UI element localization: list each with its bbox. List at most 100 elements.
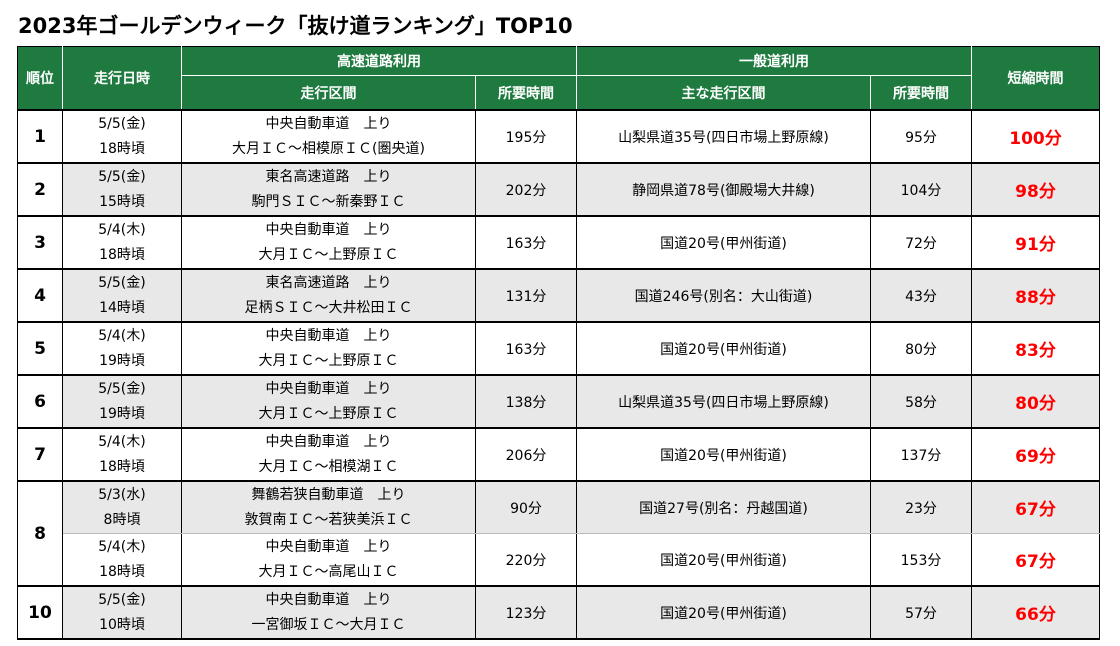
- datetime-line1: 5/5(金): [98, 115, 146, 132]
- datetime-line2: 10時頃: [99, 616, 145, 633]
- datetime-cell: 5/5(金) 18時頃: [62, 109, 182, 164]
- datetime-cell: 5/4(木) 18時頃: [62, 533, 182, 587]
- header-row-top: 順位 走行日時 高速道路利用 一般道利用 短縮時間: [17, 46, 1100, 111]
- general-time-cell: 104分: [870, 162, 972, 217]
- highway-section-line1: 東名高速道路 上り: [265, 168, 392, 185]
- rank-cell: 3: [17, 215, 63, 270]
- highway-time-cell: 163分: [475, 321, 577, 376]
- table-row: 5/4(木) 18時頃 中央自動車道 上り 大月ＩＣ～高尾山ＩＣ 220分 国道20号(甲…: [18, 533, 1100, 587]
- datetime-cell: 5/4(木) 19時頃: [62, 321, 182, 376]
- datetime-line1: 5/3(水): [98, 486, 146, 503]
- table-row: 10 5/5(金) 10時頃 中央自動車道 上り 一宮御坂ＩＣ～大月ＩＣ 123分 国道20…: [17, 585, 1100, 640]
- header-highway-time: 所要時間: [475, 75, 577, 111]
- rank-cell: 7: [17, 427, 63, 482]
- datetime-line1: 5/4(木): [98, 327, 146, 344]
- highway-section-line2: 大月ＩＣ～上野原ＩＣ: [258, 246, 399, 263]
- datetime-cell: 5/4(木) 18時頃: [62, 427, 182, 482]
- rank-cell: 2: [17, 162, 63, 217]
- header-rank: 順位: [17, 46, 63, 111]
- datetime-cell: 5/5(金) 19時頃: [62, 374, 182, 429]
- datetime-line2: 18時頃: [99, 140, 145, 157]
- datetime-line2: 14時頃: [99, 299, 145, 316]
- general-section-cell: 国道27号(別名：丹越国道): [576, 480, 871, 534]
- datetime-line1: 5/4(木): [98, 433, 146, 450]
- highway-section-line1: 中央自動車道 上り: [265, 433, 392, 450]
- highway-section-cell: 中央自動車道 上り 大月ＩＣ～高尾山ＩＣ: [181, 533, 476, 587]
- rank-cell: 1: [17, 109, 63, 164]
- highway-section-cell: 東名高速道路 上り足柄ＳＩＣ～大井松田ＩＣ: [181, 268, 476, 323]
- datetime-line1: 5/5(金): [98, 274, 146, 291]
- table-row: 4 5/5(金) 14時頃 東名高速道路 上り 足柄ＳＩＣ～大井松田ＩＣ 131分 国道24…: [17, 268, 1100, 323]
- general-time-cell: 23分: [870, 480, 972, 534]
- datetime-cell: 5/4(木) 18時頃: [62, 215, 182, 270]
- rank-cell: 8: [17, 480, 63, 587]
- highway-section-cell: 舞鶴若狭自動車道 上り 敦賀南ＩＣ～若狭美浜ＩＣ: [181, 480, 476, 534]
- highway-section-line2: 駒門ＳＩＣ～新秦野ＩＣ: [251, 193, 406, 210]
- saved-time-cell: 88分: [971, 268, 1100, 323]
- header-datetime: 走行日時: [62, 46, 182, 111]
- table-row: 2 5/5(金) 15時頃 東名高速道路 上り 駒門ＳＩＣ～新秦野ＩＣ 202分 静岡県道7…: [17, 162, 1100, 217]
- highway-section-line1: 中央自動車道 上り: [265, 380, 392, 397]
- highway-section-line2: 大月ＩＣ～上野原ＩＣ: [258, 352, 399, 369]
- general-time-cell: 43分: [870, 268, 972, 323]
- highway-section-line2: 足柄ＳＩＣ～大井松田ＩＣ: [244, 299, 413, 316]
- highway-section-cell: 中央自動車道 上り 大月ＩＣ～相模湖ＩＣ: [181, 427, 476, 482]
- highway-section-cell: 中央自動車道 上り 大月ＩＣ～上野原ＩＣ: [181, 215, 476, 270]
- highway-section-line1: 舞鶴若狭自動車道 上り: [251, 486, 406, 503]
- header-highway-group: 高速道路利用: [181, 46, 577, 76]
- ranking-table: 順位 走行日時 高速道路利用 一般道利用 短縮時間 走行区間 所要時間 主な走行…: [17, 46, 1100, 640]
- highway-section-line2: 大月ＩＣ～上野原ＩＣ: [258, 405, 399, 422]
- highway-section-line2: 一宮御坂ＩＣ～大月ＩＣ: [251, 616, 406, 633]
- saved-time-cell: 91分: [971, 215, 1100, 270]
- table-row: 7 5/4(木) 18時頃 中央自動車道 上り 大月ＩＣ～相模湖ＩＣ 206分 国道20号(…: [17, 427, 1100, 482]
- highway-section-line1: 中央自動車道 上り: [265, 591, 392, 608]
- saved-time-cell: 67分: [971, 533, 1100, 587]
- datetime-line1: 5/4(木): [98, 538, 146, 555]
- header-general-group: 一般道利用: [576, 46, 972, 76]
- general-time-cell: 80分: [870, 321, 972, 376]
- highway-section-cell: 東名高速道路 上り 駒門ＳＩＣ～新秦野ＩＣ: [181, 162, 476, 217]
- datetime-line2: 8時頃: [103, 511, 141, 528]
- general-time-cell: 72分: [870, 215, 972, 270]
- datetime-line1: 5/5(金): [98, 168, 146, 185]
- saved-time-cell: 98分: [971, 162, 1100, 217]
- highway-time-cell: 163分: [475, 215, 577, 270]
- datetime-line1: 5/5(金): [98, 591, 146, 608]
- general-time-cell: 153分: [870, 533, 972, 587]
- general-section-cell: 国道20号(甲州街道): [576, 321, 871, 376]
- header-general-time: 所要時間: [870, 75, 972, 111]
- page-title: 2023年ゴールデンウィーク「抜け道ランキング」TOP10: [18, 14, 573, 38]
- saved-time-cell: 100分: [971, 109, 1100, 164]
- datetime-line2: 18時頃: [99, 458, 145, 475]
- datetime-line2: 18時頃: [99, 563, 145, 580]
- highway-time-cell: 195分: [475, 109, 577, 164]
- table-row: 6 5/5(金) 19時頃 中央自動車道 上り 大月ＩＣ～上野原ＩＣ 138分 山梨県道35…: [17, 374, 1100, 429]
- highway-section-cell: 中央自動車道 上り 大月ＩＣ～上野原ＩＣ: [181, 321, 476, 376]
- general-section-cell: 山梨県道35号(四日市場上野原線): [576, 109, 871, 164]
- datetime-line1: 5/5(金): [98, 380, 146, 397]
- datetime-cell: 5/5(金) 15時頃: [62, 162, 182, 217]
- saved-time-cell: 83分: [971, 321, 1100, 376]
- rank-cell: 10: [17, 585, 63, 640]
- general-time-cell: 95分: [870, 109, 972, 164]
- rank-cell: 4: [17, 268, 63, 323]
- general-section-cell: 国道20号(甲州街道): [576, 427, 871, 482]
- general-section-cell: 国道20号(甲州街道): [576, 215, 871, 270]
- saved-time-cell: 80分: [971, 374, 1100, 429]
- highway-section-line2: 大月ＩＣ～相模原ＩＣ(圏央道): [232, 140, 425, 157]
- datetime-cell: 5/5(金) 10時頃: [62, 585, 182, 640]
- highway-time-cell: 131分: [475, 268, 577, 323]
- general-section-cell: 国道20号(甲州街道): [576, 585, 871, 640]
- datetime-line2: 19時頃: [99, 405, 145, 422]
- highway-section-line1: 東名高速道路 上り: [265, 274, 392, 291]
- table-row: 8 5/3(水) 8時頃 舞鶴若狭自動車道 上り 敦賀南ＩＣ～若狭美浜ＩＣ 90分 国道27…: [17, 480, 1100, 587]
- header-row-sub: 走行区間 所要時間 主な走行区間 所要時間: [18, 75, 1100, 111]
- rank-cell: 6: [17, 374, 63, 429]
- highway-time-cell: 138分: [475, 374, 577, 429]
- highway-section-line1: 中央自動車道 上り: [265, 327, 392, 344]
- datetime-line2: 18時頃: [99, 246, 145, 263]
- highway-time-cell: 206分: [475, 427, 577, 482]
- general-section-cell: 国道20号(甲州街道): [576, 533, 871, 587]
- saved-time-cell: 66分: [971, 585, 1100, 640]
- datetime-cell: 5/3(水) 8時頃: [62, 480, 182, 534]
